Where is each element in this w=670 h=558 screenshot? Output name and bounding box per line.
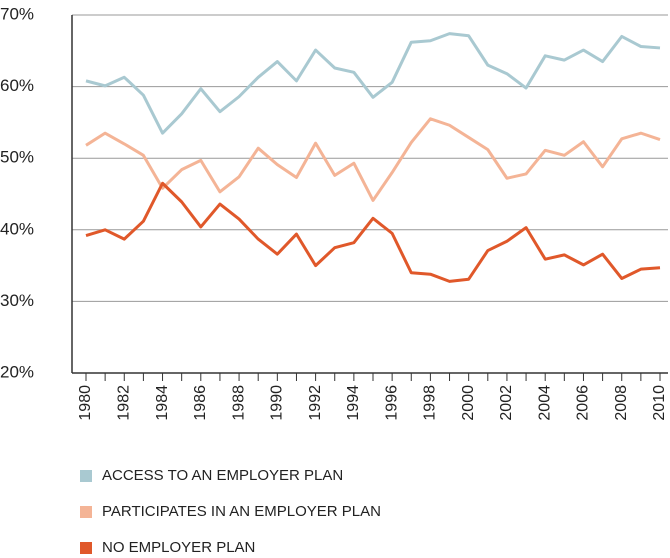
series-line [85, 117, 661, 202]
x-tick-label: 2000 [460, 385, 477, 421]
y-tick-label: 70% [0, 4, 34, 23]
x-tick-label: 2008 [613, 385, 630, 421]
x-tick-label: 2006 [575, 385, 592, 421]
x-tick-label: 1996 [383, 385, 400, 421]
legend-swatch [80, 506, 92, 518]
x-tick-label: 2002 [498, 385, 515, 421]
x-tick-label: 1982 [115, 385, 132, 421]
legend-label: ACCESS TO AN EMPLOYER PLAN [102, 467, 343, 484]
legend-label: NO EMPLOYER PLAN [102, 539, 255, 556]
x-tick-label: 1988 [230, 385, 247, 421]
y-tick-label: 20% [0, 362, 34, 381]
x-tick-label: 1998 [422, 385, 439, 421]
legend-swatch [80, 470, 92, 482]
y-tick-label: 40% [0, 219, 34, 238]
y-tick-label: 30% [0, 291, 34, 310]
x-tick-label: 1980 [77, 385, 94, 421]
y-tick-label: 60% [0, 76, 34, 95]
legend-swatch [80, 542, 92, 554]
x-tick-label: 1990 [269, 385, 286, 421]
x-tick-label: 2010 [651, 385, 668, 421]
series-line [85, 181, 661, 283]
x-tick-label: 1992 [307, 385, 324, 421]
series-line [85, 32, 661, 135]
x-tick-label: 1984 [154, 385, 171, 421]
x-tick-label: 1986 [192, 385, 209, 421]
x-tick-label: 1994 [345, 385, 362, 421]
legend-label: PARTICIPATES IN AN EMPLOYER PLAN [102, 503, 381, 520]
y-tick-label: 50% [0, 148, 34, 167]
x-tick-label: 2004 [536, 385, 553, 421]
